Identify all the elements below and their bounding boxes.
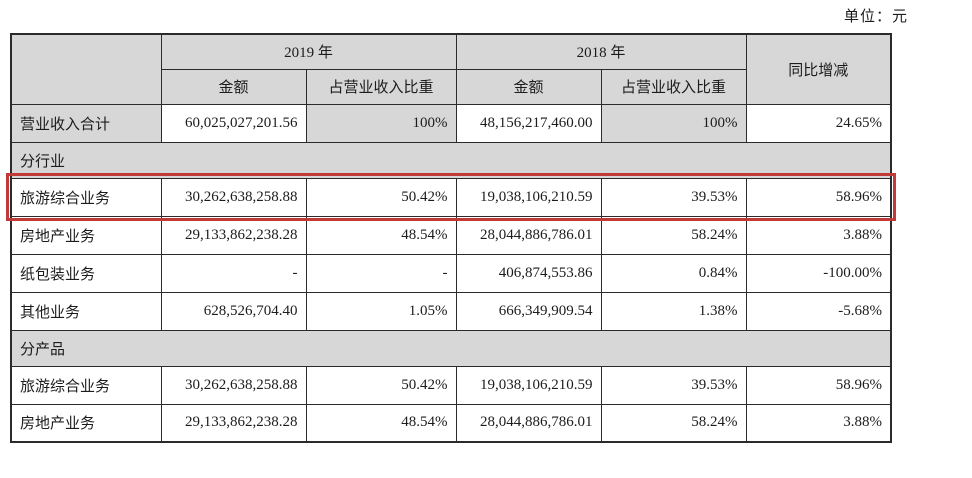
section-label: 分行业 <box>10 141 892 179</box>
cell-ratio-2019: - <box>305 253 457 293</box>
header-ratio-2019: 占营业收入比重 <box>305 68 457 105</box>
cell-ratio-2019: 50.42% <box>305 177 457 217</box>
cell-amount-2019: 30,262,638,258.88 <box>160 177 307 217</box>
cell-yoy: -100.00% <box>745 253 892 293</box>
unit-label: 单位：元 <box>843 9 908 25</box>
cell-label: 旅游综合业务 <box>10 177 162 217</box>
cell-amount-2019: 628,526,704.40 <box>160 291 307 331</box>
header-year-2019: 2019 年 <box>160 33 457 70</box>
cell-label: 旅游综合业务 <box>10 365 162 405</box>
header-amount-2018: 金额 <box>455 68 602 105</box>
cell-amount-2018: 19,038,106,210.59 <box>455 365 602 405</box>
table-header: 2019 年 2018 年 同比增减 金额 占营业收入比重 金额 占营业收入比重 <box>10 33 892 105</box>
cell-ratio-2019: 48.54% <box>305 403 457 443</box>
cell-amount-2018: 28,044,886,786.01 <box>455 403 602 443</box>
cell-yoy: 3.88% <box>745 403 892 443</box>
table-row: 旅游综合业务 30,262,638,258.88 50.42% 19,038,1… <box>10 365 892 405</box>
table-row-highlighted: 旅游综合业务 30,262,638,258.88 50.42% 19,038,1… <box>5 173 897 221</box>
cell-amount-2018: 406,874,553.86 <box>455 253 602 293</box>
cell-amount-2019: 30,262,638,258.88 <box>160 365 307 405</box>
header-row-subcolumns: 金额 占营业收入比重 金额 占营业收入比重 <box>11 68 891 105</box>
cell-ratio-2019: 48.54% <box>305 215 457 255</box>
cell-amount-2019: 29,133,862,238.28 <box>160 215 307 255</box>
header-empty-cell <box>10 33 162 105</box>
cell-amount-2019: 29,133,862,238.28 <box>160 403 307 443</box>
cell-yoy: 24.65% <box>745 103 892 143</box>
cell-amount-2018: 48,156,217,460.00 <box>455 103 602 143</box>
cell-amount-2019: - <box>160 253 307 293</box>
cell-amount-2018: 19,038,106,210.59 <box>455 177 602 217</box>
cell-label: 纸包装业务 <box>10 253 162 293</box>
cell-amount-2018: 28,044,886,786.01 <box>455 215 602 255</box>
cell-ratio-2018: 58.24% <box>600 215 747 255</box>
cell-ratio-2018: 1.38% <box>600 291 747 331</box>
cell-ratio-2019: 1.05% <box>305 291 457 331</box>
table-row: 其他业务 628,526,704.40 1.05% 666,349,909.54… <box>10 291 892 331</box>
header-ratio-2018: 占营业收入比重 <box>600 68 747 105</box>
header-year-2018: 2018 年 <box>455 33 747 70</box>
table-row: 纸包装业务 - - 406,874,553.86 0.84% -100.00% <box>10 253 892 293</box>
cell-ratio-2019: 50.42% <box>305 365 457 405</box>
cell-yoy: 58.96% <box>745 177 892 217</box>
table-body: 营业收入合计 60,025,027,201.56 100% 48,156,217… <box>5 103 897 443</box>
cell-ratio-2018: 39.53% <box>600 177 747 217</box>
cell-ratio-2018: 58.24% <box>600 403 747 443</box>
cell-label: 房地产业务 <box>10 215 162 255</box>
cell-ratio-2018: 100% <box>600 103 747 143</box>
cell-amount-2019: 60,025,027,201.56 <box>160 103 307 143</box>
cell-label: 营业收入合计 <box>10 103 162 143</box>
cell-label: 房地产业务 <box>10 403 162 443</box>
section-row-by-industry: 分行业 <box>10 141 892 179</box>
cell-yoy: -5.68% <box>745 291 892 331</box>
cell-ratio-2019: 100% <box>305 103 457 143</box>
header-row-years: 2019 年 2018 年 同比增减 <box>10 33 892 105</box>
cell-ratio-2018: 0.84% <box>600 253 747 293</box>
section-row-by-product: 分产品 <box>10 329 892 367</box>
cell-yoy: 3.88% <box>745 215 892 255</box>
table-row: 房地产业务 29,133,862,238.28 48.54% 28,044,88… <box>10 215 892 255</box>
cell-ratio-2018: 39.53% <box>600 365 747 405</box>
financial-table: 2019 年 2018 年 同比增减 金额 占营业收入比重 金额 占营业收入比重… <box>5 33 897 443</box>
cell-yoy: 58.96% <box>745 365 892 405</box>
table-row: 房地产业务 29,133,862,238.28 48.54% 28,044,88… <box>10 403 892 443</box>
header-yoy: 同比增减 <box>745 33 892 105</box>
header-amount-2019: 金额 <box>160 68 307 105</box>
section-label: 分产品 <box>10 329 892 367</box>
cell-label: 其他业务 <box>10 291 162 331</box>
cell-amount-2018: 666,349,909.54 <box>455 291 602 331</box>
table-row-totals: 营业收入合计 60,025,027,201.56 100% 48,156,217… <box>10 103 892 143</box>
